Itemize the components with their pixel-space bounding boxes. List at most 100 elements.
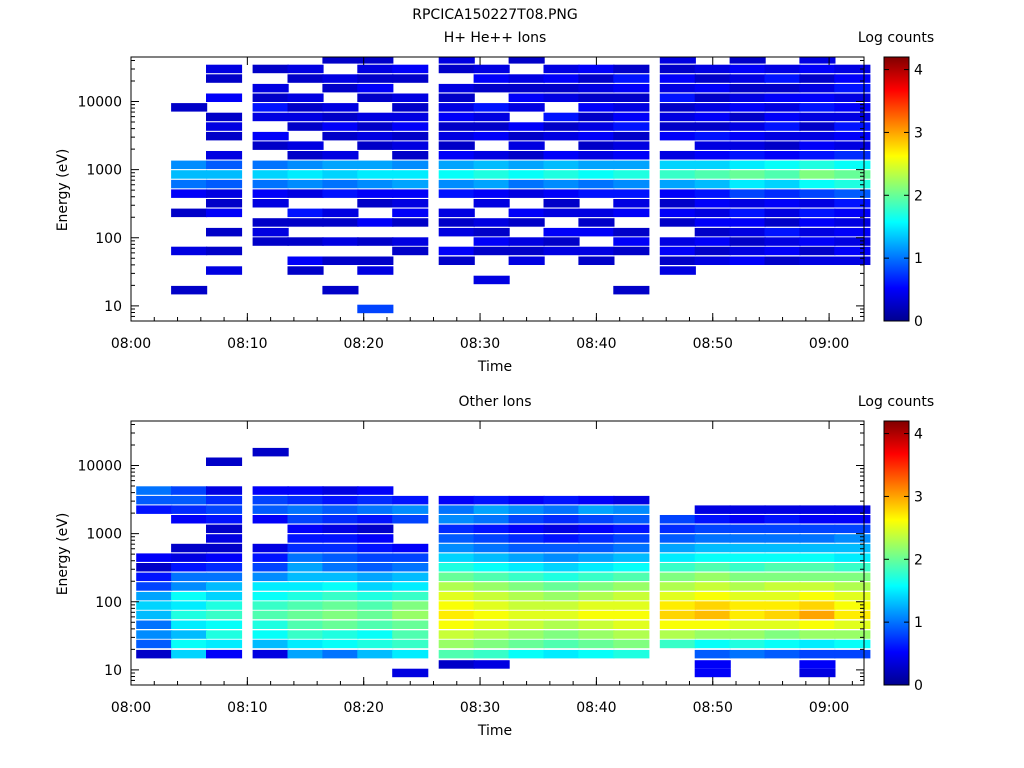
heatmap-cell <box>392 630 429 639</box>
heatmap-cell <box>322 649 359 659</box>
heatmap-cell <box>508 630 545 639</box>
heatmap-cell <box>473 122 510 131</box>
heatmap-cell <box>799 630 836 639</box>
heatmap-cell <box>659 601 696 610</box>
x-tick-label: 08:50 <box>693 336 733 352</box>
y-tick-label: 100 <box>95 595 122 611</box>
heatmap-cell <box>578 620 615 629</box>
heatmap-cell <box>252 170 289 179</box>
heatmap-cell <box>834 524 871 534</box>
heatmap-cell <box>252 582 289 591</box>
heatmap-cell <box>764 74 801 83</box>
heatmap-cell <box>694 639 731 649</box>
heatmap-cell <box>287 218 324 227</box>
colorbar-label: Log counts <box>858 30 934 46</box>
heatmap-cell <box>694 189 731 198</box>
heatmap-cell <box>508 649 545 659</box>
heatmap-cell <box>799 639 836 649</box>
heatmap-cell <box>508 591 545 601</box>
heatmap-cell <box>834 160 871 170</box>
heatmap-cell <box>729 620 766 629</box>
heatmap-cell <box>357 179 394 189</box>
heatmap-cell <box>799 112 836 122</box>
colorbar-tick-label: 3 <box>914 125 923 141</box>
heatmap-cell <box>136 553 173 562</box>
heatmap-cell <box>392 208 429 218</box>
heatmap-cell <box>508 553 545 562</box>
heatmap-cell <box>659 630 696 639</box>
heatmap-cell <box>659 246 696 256</box>
heatmap-cell <box>171 639 208 649</box>
heatmap-cell <box>438 601 475 610</box>
heatmap-cell <box>438 620 475 629</box>
heatmap-cell <box>729 572 766 582</box>
heatmap-cell <box>543 630 580 639</box>
heatmap-cell <box>357 266 394 275</box>
heatmap-cell <box>694 505 731 514</box>
heatmap-cell <box>322 639 359 649</box>
heatmap-cell <box>659 160 696 170</box>
heatmap-cell <box>392 668 429 678</box>
heatmap-cell <box>613 112 650 122</box>
heatmap-cell <box>694 534 731 543</box>
heatmap-cell <box>729 582 766 591</box>
heatmap-cell <box>438 208 475 218</box>
y-tick-label: 1000 <box>86 527 122 543</box>
heatmap-cell <box>543 246 580 256</box>
heatmap-cell <box>694 630 731 639</box>
colorbar-tick-label: 1 <box>914 615 923 631</box>
x-tick-label: 08:50 <box>693 700 733 716</box>
heatmap-cell <box>473 495 510 505</box>
heatmap-cell <box>659 93 696 102</box>
heatmap-cell <box>171 486 208 495</box>
heatmap-cell <box>613 534 650 543</box>
heatmap-cell <box>252 141 289 150</box>
heatmap-cell <box>392 237 429 246</box>
heatmap-cell <box>834 141 871 150</box>
heatmap-cell <box>834 83 871 93</box>
heatmap-cell <box>438 610 475 620</box>
heatmap-cell <box>613 543 650 553</box>
heatmap-cell <box>799 189 836 198</box>
heatmap-cell <box>357 199 394 208</box>
heatmap-cell <box>252 610 289 620</box>
heatmap-cell <box>694 620 731 629</box>
heatmap-cell <box>694 227 731 237</box>
heatmap-cell <box>578 534 615 543</box>
heatmap-cell <box>357 582 394 591</box>
heatmap-cell <box>392 151 429 160</box>
heatmap-cell <box>287 179 324 189</box>
heatmap-cell <box>764 534 801 543</box>
heatmap-cell <box>392 582 429 591</box>
heatmap-cell <box>322 112 359 122</box>
heatmap-cell <box>206 170 243 179</box>
heatmap-cell <box>578 103 615 112</box>
heatmap-cell <box>764 572 801 582</box>
heatmap-cell <box>834 649 871 659</box>
h-he-ions-panel: H+ He++ Ions Log counts Time Energy (eV)… <box>55 30 934 375</box>
heatmap-cell <box>729 610 766 620</box>
heatmap-cell <box>834 639 871 649</box>
heatmap-cell <box>543 83 580 93</box>
heatmap-cell <box>834 122 871 131</box>
heatmap-cell <box>322 256 359 265</box>
heatmap-cell <box>764 591 801 601</box>
heatmap-cell <box>438 256 475 265</box>
heatmap-cell <box>578 218 615 227</box>
heatmap-cell <box>357 218 394 227</box>
heatmap-cell <box>252 495 289 505</box>
heatmap-cell <box>206 610 243 620</box>
heatmap-cell <box>543 543 580 553</box>
heatmap-cell <box>392 160 429 170</box>
heatmap-cell <box>834 572 871 582</box>
heatmap-cell <box>729 83 766 93</box>
heatmap-cell <box>729 151 766 160</box>
heatmap-cell <box>473 112 510 122</box>
heatmap-cell <box>729 131 766 141</box>
colorbar-tick-label: 4 <box>914 63 923 79</box>
heatmap-cell <box>834 630 871 639</box>
heatmap-cell <box>357 112 394 122</box>
heatmap-cell <box>508 179 545 189</box>
x-tick-label: 08:40 <box>576 700 616 716</box>
heatmap-cell <box>764 93 801 102</box>
